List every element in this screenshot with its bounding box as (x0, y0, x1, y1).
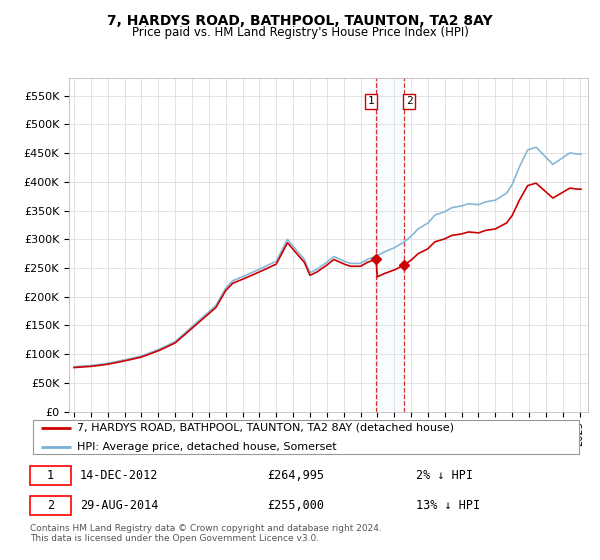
Text: 2% ↓ HPI: 2% ↓ HPI (416, 469, 473, 482)
Text: 7, HARDYS ROAD, BATHPOOL, TAUNTON, TA2 8AY: 7, HARDYS ROAD, BATHPOOL, TAUNTON, TA2 8… (107, 14, 493, 28)
Text: £264,995: £264,995 (268, 469, 325, 482)
Text: £255,000: £255,000 (268, 499, 325, 512)
Text: Price paid vs. HM Land Registry's House Price Index (HPI): Price paid vs. HM Land Registry's House … (131, 26, 469, 39)
Text: 29-AUG-2014: 29-AUG-2014 (80, 499, 158, 512)
FancyBboxPatch shape (30, 466, 71, 485)
Text: 2: 2 (47, 499, 54, 512)
Text: HPI: Average price, detached house, Somerset: HPI: Average price, detached house, Some… (77, 442, 337, 452)
Text: Contains HM Land Registry data © Crown copyright and database right 2024.
This d: Contains HM Land Registry data © Crown c… (30, 524, 382, 543)
Text: 2: 2 (406, 96, 412, 106)
FancyBboxPatch shape (33, 420, 579, 455)
Text: 1: 1 (47, 469, 54, 482)
Text: 7, HARDYS ROAD, BATHPOOL, TAUNTON, TA2 8AY (detached house): 7, HARDYS ROAD, BATHPOOL, TAUNTON, TA2 8… (77, 423, 454, 433)
FancyBboxPatch shape (30, 496, 71, 515)
Text: 1: 1 (368, 96, 374, 106)
Text: 13% ↓ HPI: 13% ↓ HPI (416, 499, 481, 512)
Text: 14-DEC-2012: 14-DEC-2012 (80, 469, 158, 482)
Bar (376, 78, 404, 412)
